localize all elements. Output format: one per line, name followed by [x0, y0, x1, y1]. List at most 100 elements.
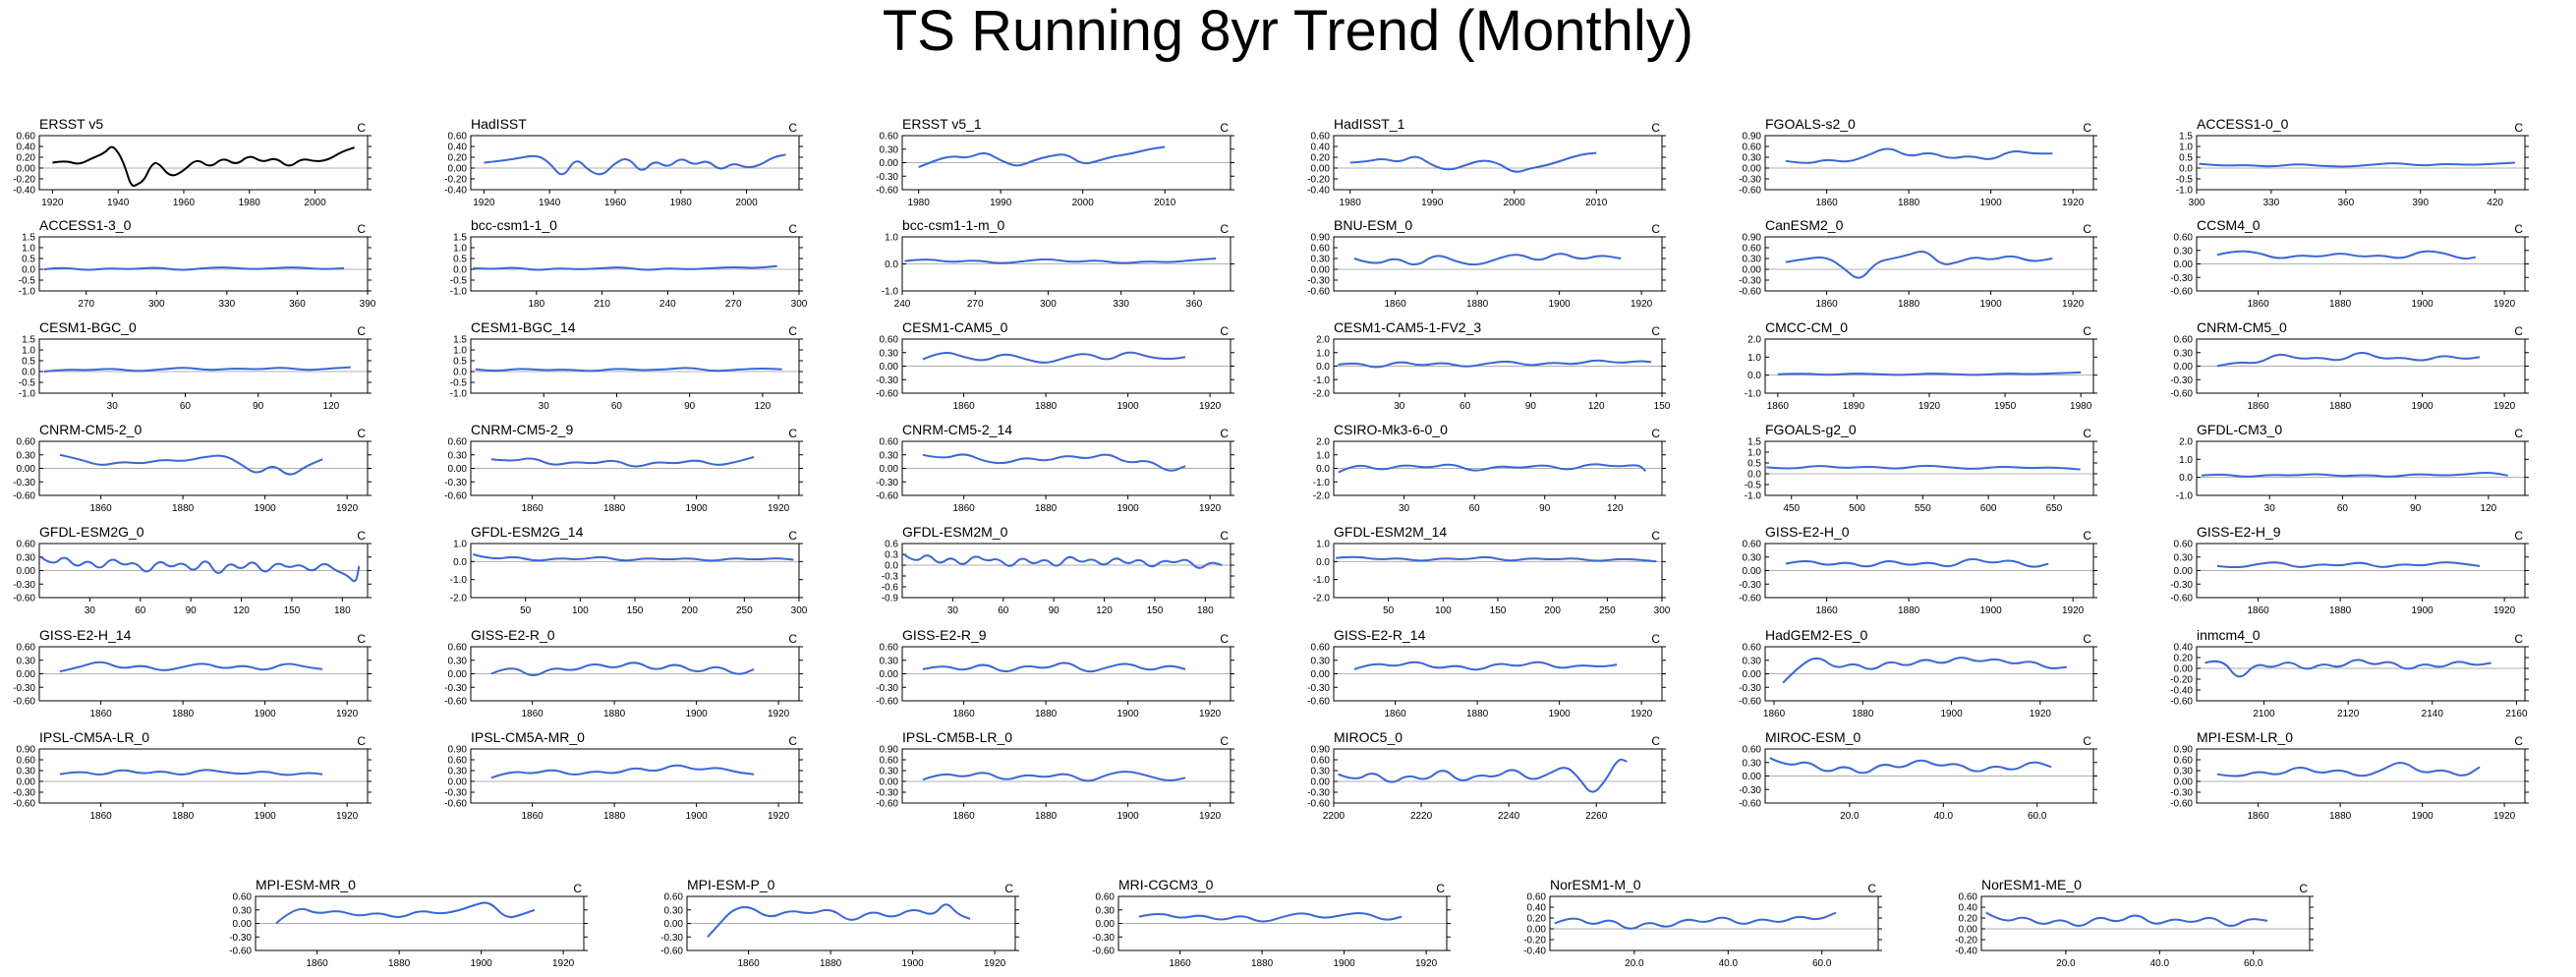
x-tick-label: 1880 [1035, 709, 1058, 719]
x-tick-label: 270 [725, 299, 742, 310]
series-line [43, 366, 351, 373]
y-tick-label: 0.20 [1527, 914, 1547, 925]
x-tick-label: 200 [1544, 605, 1561, 616]
panel-17: CNRM-CM5_0 C 0.60 0.30 0.00 -0.30 -0.60 1860 188… [2170, 319, 2529, 412]
x-tick-label: 1940 [539, 198, 561, 208]
panel-12: CESM1-BGC_0 C 1.51.00.50.0-0.5-1.0 30 60 90 12… [19, 319, 372, 412]
y-tick-label: -0.20 [444, 175, 467, 186]
y-tick-label: 1.0 [22, 244, 35, 255]
y-tick-label: -0.30 [2170, 375, 2193, 386]
series-line [475, 367, 782, 373]
x-tick-label: 1920 [2030, 709, 2052, 719]
y-tick-label: -0.60 [660, 947, 683, 957]
panel-unit: C [357, 632, 366, 646]
series-line [472, 553, 794, 562]
panel-unit: C [1651, 734, 1660, 748]
x-tick-label: 1860 [1170, 958, 1192, 969]
x-tick-label: 1880 [172, 811, 195, 822]
x-tick-label: 150 [284, 605, 301, 616]
panel-30: GISS-E2-H_14 C 0.60 0.30 0.00 -0.30 -0.60 1860 1… [13, 627, 372, 719]
y-tick-label: -2.0 [1313, 594, 1331, 604]
x-tick-label: 1900 [1117, 503, 1140, 514]
y-tick-label: -0.60 [1307, 799, 1330, 810]
y-tick-label: 0.00 [1311, 265, 1331, 276]
y-tick-label: -0.30 [2170, 580, 2193, 591]
y-tick-label: 0.0 [453, 557, 467, 568]
y-tick-label: 0.90 [1311, 745, 1331, 756]
y-tick-label: 0.30 [880, 450, 899, 461]
y-tick-label: -0.60 [1739, 594, 1761, 604]
y-tick-label: -0.5 [450, 378, 468, 389]
y-tick-label: 0.40 [448, 143, 468, 153]
x-tick-label: 60.0 [1812, 958, 1832, 969]
y-tick-label: 0.00 [1311, 777, 1331, 788]
y-tick-label: -0.30 [444, 683, 467, 694]
y-tick-label: -0.60 [2170, 799, 2193, 810]
x-tick-label: 1920 [1415, 958, 1438, 969]
y-tick-label: -0.40 [444, 186, 467, 197]
y-tick-label: 0.00 [1743, 566, 1762, 577]
x-tick-label: 30 [85, 605, 96, 616]
panel-title: ACCESS1-0_0 [2197, 116, 2289, 132]
y-tick-label: 0.00 [664, 919, 684, 930]
panel-unit: C [357, 222, 366, 236]
y-tick-label: 0.30 [448, 656, 468, 666]
y-tick-label: 0.00 [880, 158, 899, 169]
x-tick-label: 1980 [670, 198, 693, 208]
y-tick-label: -1.0 [19, 389, 36, 400]
x-tick-label: 180 [334, 605, 351, 616]
y-tick-label: -1.0 [450, 575, 468, 586]
panel-7: bcc-csm1-1_0 C 1.51.00.50.0-0.5-1.0 180 210 2… [450, 217, 808, 310]
y-tick-label: 0.00 [448, 464, 468, 475]
x-tick-label: 1920 [984, 958, 1006, 969]
y-tick-label: 0.60 [1311, 643, 1331, 654]
y-tick-label: 0.20 [1959, 914, 1978, 925]
panel-title: NorESM1-ME_0 [1981, 877, 2082, 892]
x-tick-label: 1920 [473, 198, 495, 208]
y-tick-label: 0.00 [1527, 925, 1547, 936]
y-tick-label: 0.5 [453, 255, 467, 265]
panel-title: GISS-E2-R_9 [902, 627, 987, 643]
y-tick-label: 0.00 [448, 669, 468, 680]
y-tick-label: 1.0 [2179, 143, 2193, 153]
y-tick-label: 0.00 [2174, 259, 2194, 270]
panel-unit: C [2299, 882, 2308, 895]
x-tick-label: 120 [1607, 503, 1624, 514]
y-tick-label: -0.30 [1307, 276, 1330, 287]
x-tick-label: 1920 [1199, 401, 1222, 412]
series-line [1338, 359, 1652, 369]
y-tick-label: -0.60 [1739, 799, 1761, 810]
x-tick-label: 1900 [2412, 299, 2434, 310]
panel-unit: C [1651, 121, 1660, 135]
x-tick-label: 1920 [2493, 401, 2516, 412]
series-line [903, 553, 1223, 569]
y-tick-label: 0.00 [1311, 669, 1331, 680]
x-tick-label: 1980 [1340, 198, 1362, 208]
panel-title: GFDL-ESM2M_0 [902, 524, 1008, 540]
panel-unit: C [357, 324, 366, 338]
y-tick-label: -0.40 [1523, 947, 1546, 957]
y-tick-label: -0.60 [2170, 389, 2193, 400]
x-tick-label: 1900 [1980, 605, 2003, 616]
y-tick-label: 0.00 [2174, 566, 2194, 577]
panel-26: GFDL-ESM2M_0 C 0.60.30.0-0.3-0.6-0.9 30 60 90… [882, 524, 1234, 616]
x-tick-label: 1880 [172, 503, 195, 514]
panel-unit: C [1867, 882, 1876, 895]
y-tick-label: -0.5 [19, 378, 36, 389]
y-tick-label: 0.60 [233, 892, 253, 903]
x-tick-label: 40.0 [1719, 958, 1739, 969]
y-tick-label: 0.30 [233, 905, 253, 916]
y-tick-label: 0.00 [17, 669, 36, 680]
x-tick-label: 360 [1186, 299, 1203, 310]
panel-40: MIROC-ESM_0 C 0.60 0.30 0.00 -0.30 -0.60 20.0 40… [1739, 729, 2097, 822]
y-tick-label: -0.20 [1955, 936, 1977, 947]
y-tick-label: -0.30 [660, 933, 683, 944]
x-tick-label: 1920 [1918, 401, 1941, 412]
plot-frame [2196, 646, 2526, 702]
panel-title: HadGEM2-ES_0 [1765, 627, 1867, 643]
y-tick-label: -1.0 [1313, 478, 1331, 488]
series-line [707, 903, 971, 938]
y-tick-label: 0.40 [1311, 143, 1331, 153]
plot-frame [470, 236, 800, 292]
y-tick-label: 0.00 [880, 464, 899, 475]
